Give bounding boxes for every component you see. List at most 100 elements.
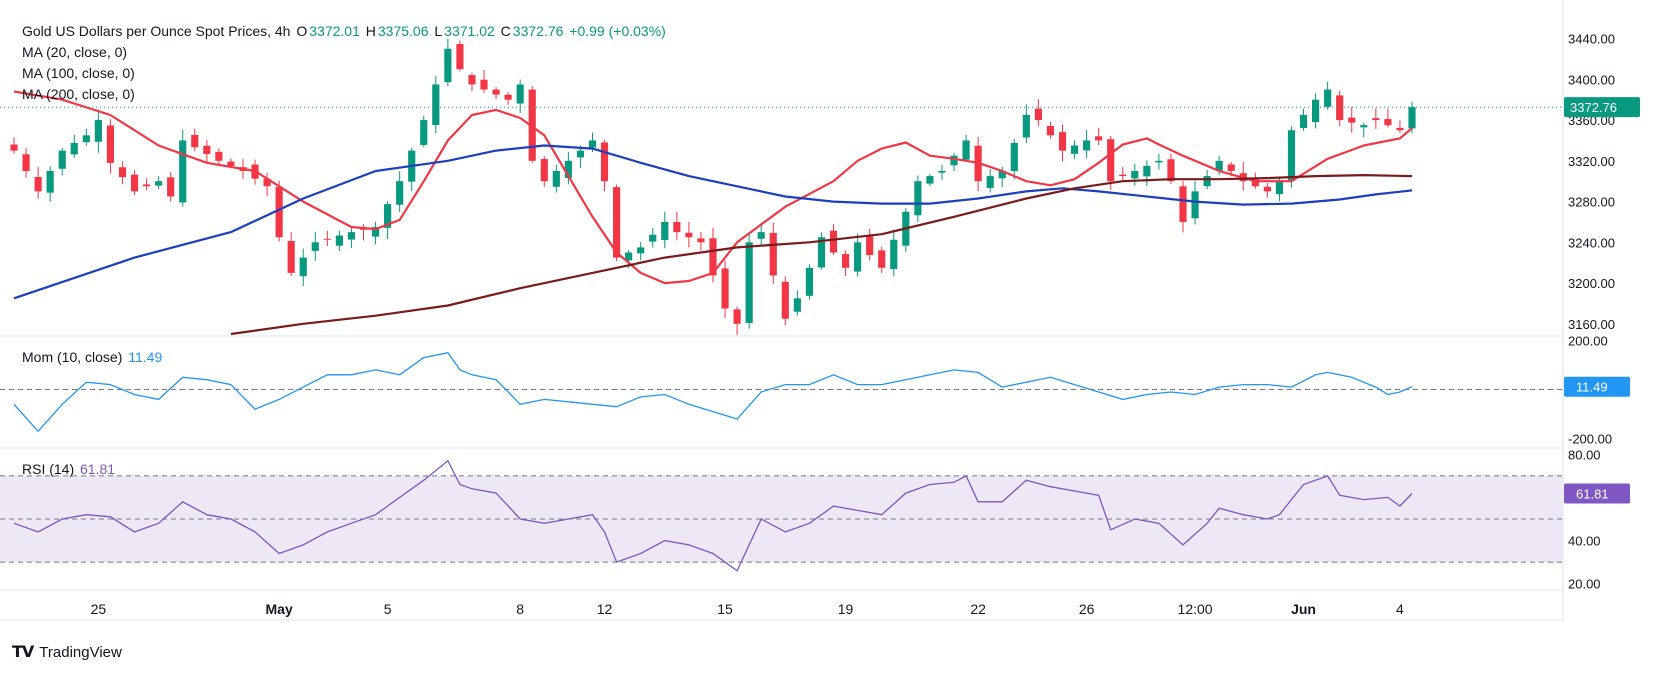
candle [938, 164, 946, 180]
price-tick-label: 3400.00 [1568, 72, 1615, 87]
change-value: +0.99 (+0.03%) [569, 23, 666, 39]
candle-body [34, 177, 42, 192]
candle-body [70, 142, 78, 155]
candle-body [914, 181, 922, 216]
candle [576, 145, 585, 168]
time-tick-label: 8 [516, 601, 524, 617]
candle [468, 72, 476, 92]
candle [1263, 183, 1271, 198]
candle-body [347, 232, 356, 240]
candle-body [1046, 125, 1055, 136]
candle-body [287, 240, 295, 273]
candle [1348, 106, 1356, 133]
candle [1396, 120, 1404, 133]
rsi-tick-label: 20.00 [1568, 577, 1601, 592]
candle-body [962, 140, 970, 160]
candle [805, 264, 813, 300]
candle [82, 128, 90, 146]
candle [1336, 90, 1344, 127]
time-tick-label: 4 [1396, 601, 1404, 617]
candle [745, 234, 753, 329]
mom-value-label: 11.49 [1576, 380, 1608, 395]
candle-body [564, 160, 572, 179]
candle [371, 221, 380, 245]
indicator-layer [13, 351, 1413, 572]
last-price-badge [1564, 97, 1640, 118]
rsi-value: 61.81 [80, 461, 116, 477]
candle [986, 169, 994, 193]
candle-body [817, 237, 826, 268]
candle-body [58, 150, 66, 169]
candle [1046, 121, 1055, 139]
candle-body [384, 204, 392, 228]
candle-body [1179, 186, 1187, 222]
candle-body [263, 178, 271, 187]
time-tick-label: 15 [717, 601, 733, 617]
candle-body [1203, 176, 1211, 187]
candle [1022, 104, 1030, 144]
candle [685, 221, 693, 248]
high-value: 3375.06 [377, 23, 429, 39]
candle [1324, 81, 1332, 110]
candle-body [854, 242, 862, 272]
legend-mom[interactable]: Mom (10, close) 11.49 [22, 347, 164, 367]
candle-body [841, 254, 850, 268]
candle-body [1396, 127, 1404, 131]
candle-body [1034, 108, 1042, 121]
candle-body [1227, 164, 1235, 171]
candle-body [1083, 140, 1091, 151]
candle-body [697, 238, 705, 243]
candle-body [432, 84, 440, 125]
candle-body [420, 120, 428, 145]
candle-body [793, 298, 801, 312]
candle-body [396, 181, 404, 205]
candle-body [444, 48, 452, 83]
price-tick-label: 3440.00 [1568, 32, 1615, 47]
candle [1034, 99, 1042, 126]
candle-body [1324, 89, 1332, 107]
mom-line [13, 351, 1413, 433]
legend-rsi[interactable]: RSI (14) 61.81 [22, 459, 117, 479]
candle-body [1095, 136, 1103, 141]
last-price-label: 3372.76 [1570, 100, 1617, 115]
candle-body [10, 144, 18, 151]
candle-body [998, 171, 1006, 179]
legend-ma200[interactable]: MA (200, close, 0) [22, 86, 135, 102]
candle-body [191, 134, 199, 148]
candle-body [757, 232, 765, 239]
candle-body [1384, 119, 1392, 126]
candle-body [492, 89, 500, 95]
candle-body [215, 151, 223, 161]
tradingview-brand[interactable]: 𝗧𝗩 TradingView [12, 642, 122, 662]
tradingview-logo-icon: 𝗧𝗩 [12, 644, 34, 661]
candle [287, 232, 295, 277]
candle [179, 129, 187, 207]
time-tick-label: 12:00 [1178, 601, 1213, 617]
candle-body [1167, 159, 1175, 182]
candle [311, 231, 319, 261]
time-tick-label: 5 [384, 601, 392, 617]
candle [1312, 93, 1320, 129]
candle-body [769, 232, 777, 276]
candle [1372, 108, 1380, 129]
candle-body [480, 79, 488, 90]
rsi-value-badge [1564, 483, 1630, 504]
rsi-label: RSI (14) [22, 461, 75, 477]
candle [516, 79, 524, 113]
candle [962, 134, 970, 162]
candle-body [1131, 171, 1139, 179]
candle-body [890, 239, 898, 269]
candle [456, 40, 464, 72]
legend-ma100[interactable]: MA (100, close, 0) [22, 65, 135, 81]
candle [384, 201, 392, 239]
candle [444, 38, 452, 87]
rsi-band-fill [0, 475, 1563, 563]
candle [733, 306, 741, 335]
close-label: C [500, 23, 511, 39]
candle-body [22, 154, 30, 171]
candle-body [359, 228, 368, 230]
legend-ma20[interactable]: MA (20, close, 0) [22, 44, 128, 60]
candle-body [82, 135, 90, 143]
candle [142, 178, 151, 191]
